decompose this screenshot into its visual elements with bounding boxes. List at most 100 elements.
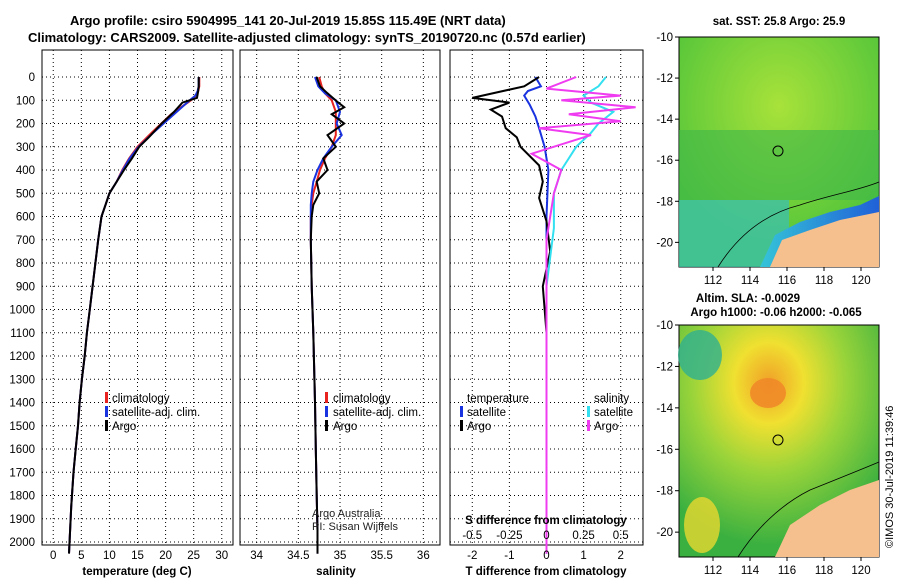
map-y-tick-label: -16 [656, 444, 673, 456]
difference-x-ticks: -2 -1 0 1 2 [467, 550, 624, 562]
x-tick-label: 35.5 [370, 550, 392, 562]
credit-pi: PI: Susan Wijffels [312, 521, 398, 533]
depth-tick-label: 900 [16, 281, 35, 293]
map-y-tick-label: -12 [656, 73, 673, 85]
map-x-tick-label: 116 [778, 565, 796, 577]
difference-legend-salinity: salinity satellite Argo [587, 393, 633, 433]
profile-line-argo [309, 76, 347, 554]
sla-map-contour [737, 461, 880, 558]
map-y-tick-label: -14 [656, 403, 673, 415]
map-x-tick-label: 116 [778, 275, 796, 287]
depth-tick-label: 100 [16, 95, 35, 107]
salinity-x-ticks: 34 34.5 35 35.5 36 [250, 550, 429, 562]
legend-temp-sat-label: satellite [467, 407, 506, 419]
map-y-tick-label: -20 [656, 527, 673, 539]
difference-panel: -2 -1 0 1 2 T difference from climatology S … [449, 49, 644, 578]
sla-map-high-anomaly [750, 378, 786, 408]
map-x-tick-label: 118 [815, 565, 833, 577]
map-y-tick-label: -18 [656, 196, 673, 208]
depth-tick-label: 1500 [9, 421, 35, 433]
depth-tick-label: 1600 [9, 444, 35, 456]
depth-tick-label: 0 [29, 72, 35, 84]
x-tick-label: 36 [417, 550, 430, 562]
legend-argo-swatch [105, 420, 108, 431]
depth-tick-label: 600 [16, 212, 35, 224]
depth-tick-label: 200 [16, 119, 35, 131]
x-tick-label: -1 [504, 550, 514, 562]
map-x-tick-label: 112 [704, 565, 722, 577]
difference-xlabel: T difference from climatology [465, 566, 627, 578]
sst-map-title: sat. SST: 25.8 Argo: 25.9 [713, 16, 846, 28]
s-tick-label: 0.5 [613, 530, 629, 542]
depth-tick-label: 1000 [9, 305, 35, 317]
x-tick-label: 0 [50, 550, 56, 562]
legend-sal-argo-swatch [587, 420, 590, 431]
salinity-xlabel: salinity [316, 566, 356, 578]
x-tick-label: -2 [467, 550, 477, 562]
depth-axis: 0 100 200 300 400 500 600 700 800 900 1000 1100 1200… [9, 72, 35, 549]
s-tick-label: -0.5 [462, 530, 482, 542]
x-tick-label: 15 [131, 550, 144, 562]
sla-map-title-1: Altim. SLA: -0.0029 [696, 293, 800, 305]
sst-map-band [679, 130, 879, 200]
sst-map-land [770, 212, 879, 267]
sst-map-float-marker [772, 145, 784, 157]
sst-map-contour [717, 181, 880, 268]
legend-sat-label: satellite-adj. clim. [333, 407, 421, 419]
sla-map-land [775, 480, 879, 557]
map-x-tick-label: 120 [851, 275, 870, 287]
map-x-tick-label: 120 [851, 565, 870, 577]
legend-sat-swatch [105, 406, 108, 417]
legend-argo-label: Argo [333, 421, 357, 433]
legend-sal-sat-label: satellite [594, 407, 633, 419]
legend-clim-swatch [105, 392, 108, 403]
salinity-legend: climatology satellite-adj. clim. Argo [325, 392, 421, 433]
title-line-1: Argo profile: csiro 5904995_141 20-Jul-2… [70, 13, 506, 28]
legend-temp-argo-label: Argo [467, 421, 491, 433]
x-tick-label: 34.5 [287, 550, 309, 562]
x-tick-label: 25 [187, 550, 200, 562]
legend-sat-label: satellite-adj. clim. [112, 407, 200, 419]
imos-timestamp: ©IMOS 30-Jul-2019 11:39:46 [884, 406, 896, 548]
map-y-tick-label: -14 [656, 114, 673, 126]
sst-map-ticks: -10 -12 -14 -16 -18 -20 112 114 116 118 120 [656, 32, 870, 287]
temperature-grid [42, 50, 233, 545]
map-x-tick-label: 118 [815, 275, 833, 287]
depth-tick-label: 1100 [10, 328, 35, 340]
depth-tick-label: 700 [16, 235, 35, 247]
map-y-tick-label: -16 [656, 155, 673, 167]
legend-sal-head: salinity [594, 393, 629, 405]
legend-argo-label: Argo [112, 421, 136, 433]
map-y-tick-label: -18 [656, 486, 673, 498]
profile-line-salinity-argo [529, 76, 636, 554]
x-tick-label: 1 [580, 550, 586, 562]
temperature-profiles [68, 77, 201, 554]
map-x-tick-label: 112 [704, 275, 722, 287]
x-tick-label: 5 [78, 550, 84, 562]
sla-map-ticks: -10 -12 -14 -16 -18 -20 112 114 116 118 120 [656, 320, 870, 577]
temperature-xlabel: temperature (deg C) [82, 566, 191, 578]
sla-map-title-2: Argo h1000: -0.06 h2000: -0.065 [690, 307, 862, 319]
x-tick-label: 20 [159, 550, 172, 562]
x-tick-label: 30 [215, 550, 228, 562]
x-tick-label: 34 [250, 550, 263, 562]
legend-sat-swatch [325, 406, 328, 417]
temperature-legend: climatology satellite-adj. clim. Argo [105, 392, 200, 433]
depth-tick-label: 400 [16, 165, 35, 177]
difference-legend-temperature: temperature satellite Argo [460, 393, 529, 433]
legend-sal-argo-label: Argo [594, 421, 618, 433]
legend-temp-argo-swatch [460, 420, 463, 431]
x-tick-label: 2 [618, 550, 624, 562]
profile-line-argo [68, 77, 200, 554]
legend-argo-swatch [325, 420, 328, 431]
difference-profiles [472, 76, 636, 554]
temperature-panel: 0 5 10 15 20 25 30 temperature (deg C) climato… [41, 49, 234, 578]
sla-map: Altim. SLA: -0.0029 Argo h1000: -0.06 h2… [656, 293, 880, 577]
salinity-panel: 34 34.5 35 35.5 36 salinity climatology sate… [239, 49, 441, 578]
map-y-tick-label: -10 [656, 320, 673, 332]
sst-map: sat. SST: 25.8 Argo: 25.9 -10 -12 -14 -16 -1… [656, 16, 880, 287]
map-y-tick-label: -10 [656, 32, 673, 44]
s-difference-ticks: -0.5 -0.25 0 0.25 0.5 [462, 530, 628, 542]
sla-map-low-anomaly [678, 330, 722, 380]
